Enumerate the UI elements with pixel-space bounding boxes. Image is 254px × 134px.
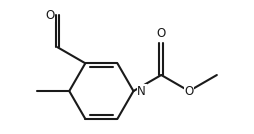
Text: O: O <box>45 9 55 22</box>
Text: O: O <box>184 85 194 98</box>
Text: N: N <box>137 85 146 98</box>
Text: O: O <box>157 27 166 40</box>
